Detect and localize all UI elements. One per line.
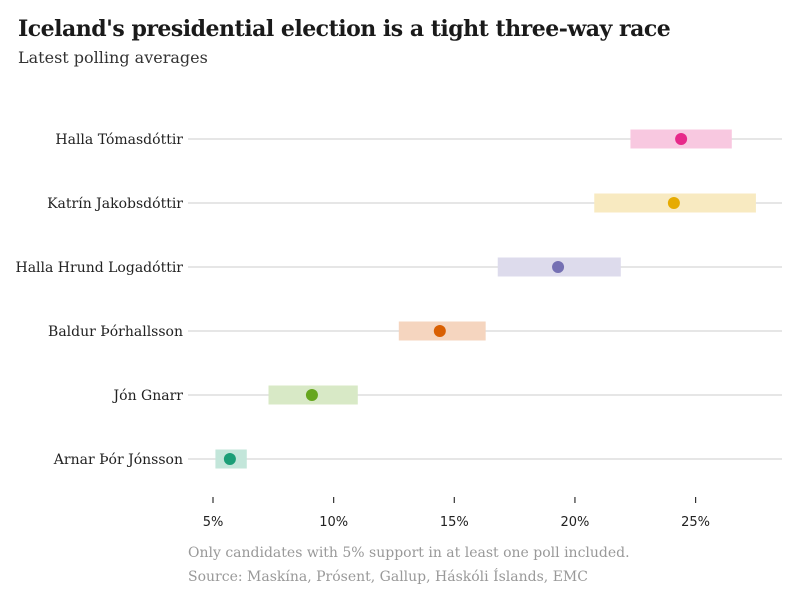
chart-source: Source: Maskína, Prósent, Gallup, Háskól… [188, 569, 588, 585]
category-label: Arnar Þór Jónsson [53, 452, 183, 468]
chart-subtitle: Latest polling averages [18, 48, 208, 67]
value-dot [667, 197, 680, 209]
x-tick-label: 15% [440, 515, 469, 530]
x-tick-label: 20% [560, 515, 589, 530]
x-tick-label: 10% [319, 515, 348, 530]
value-dot [305, 389, 318, 401]
category-label: Katrín Jakobsdóttir [47, 196, 183, 212]
category-label: Baldur Þórhallsson [48, 324, 183, 340]
chart-note: Only candidates with 5% support in at le… [188, 545, 630, 561]
chart-title: Iceland's presidential election is a tig… [18, 16, 671, 42]
category-label: Jón Gnarr [112, 388, 184, 404]
value-dot [433, 325, 446, 337]
category-label: Halla Tómasdóttir [55, 132, 183, 148]
category-label: Halla Hrund Logadóttir [15, 260, 183, 276]
x-tick-label: 5% [203, 515, 224, 530]
value-dot [675, 133, 688, 145]
value-dot [552, 261, 565, 273]
x-tick-label: 25% [681, 515, 710, 530]
value-dot [223, 453, 236, 465]
